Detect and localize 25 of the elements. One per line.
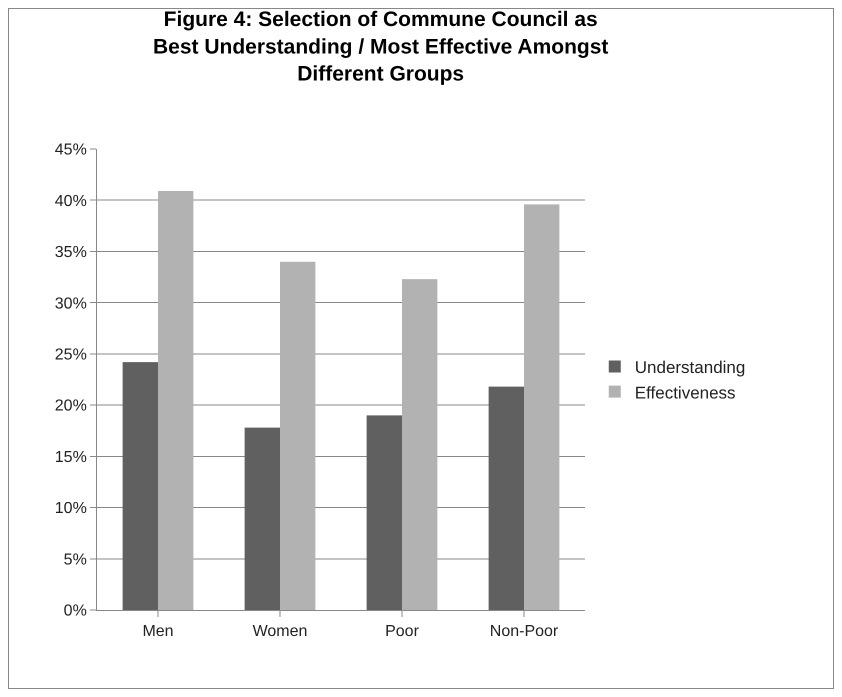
y-tick-label: 5%: [64, 551, 87, 568]
bar: [244, 428, 280, 610]
bar: [488, 386, 524, 610]
chart-title: Figure 4: Selection of Commune Council as Best Understanding / Most Effective Amongst Different Groups: [152, 8, 608, 86]
bar: [402, 279, 438, 610]
bar: [158, 191, 194, 610]
x-tick-label: Women: [252, 623, 308, 640]
y-tick-label: 20%: [54, 398, 87, 415]
x-tick-label: Non-Poor: [490, 623, 559, 640]
legend-label: Effectiveness: [634, 383, 736, 402]
y-tick-label: 0%: [64, 602, 87, 620]
y-tick-label: 25%: [54, 346, 87, 364]
x-tick-label: Poor: [385, 623, 420, 640]
bar: [280, 262, 316, 610]
x-tick-label: Men: [142, 623, 174, 640]
y-tick-label: 35%: [54, 244, 87, 262]
y-tick-label: 10%: [54, 500, 87, 518]
y-tick-label: 40%: [54, 192, 87, 210]
y-tick-label: 30%: [54, 295, 87, 312]
bar: [366, 415, 402, 610]
y-tick-label: 45%: [54, 142, 87, 159]
y-tick-label: 15%: [54, 448, 87, 466]
legend-label: Understanding: [634, 358, 746, 378]
bar: [524, 204, 560, 610]
bar: [122, 362, 158, 610]
